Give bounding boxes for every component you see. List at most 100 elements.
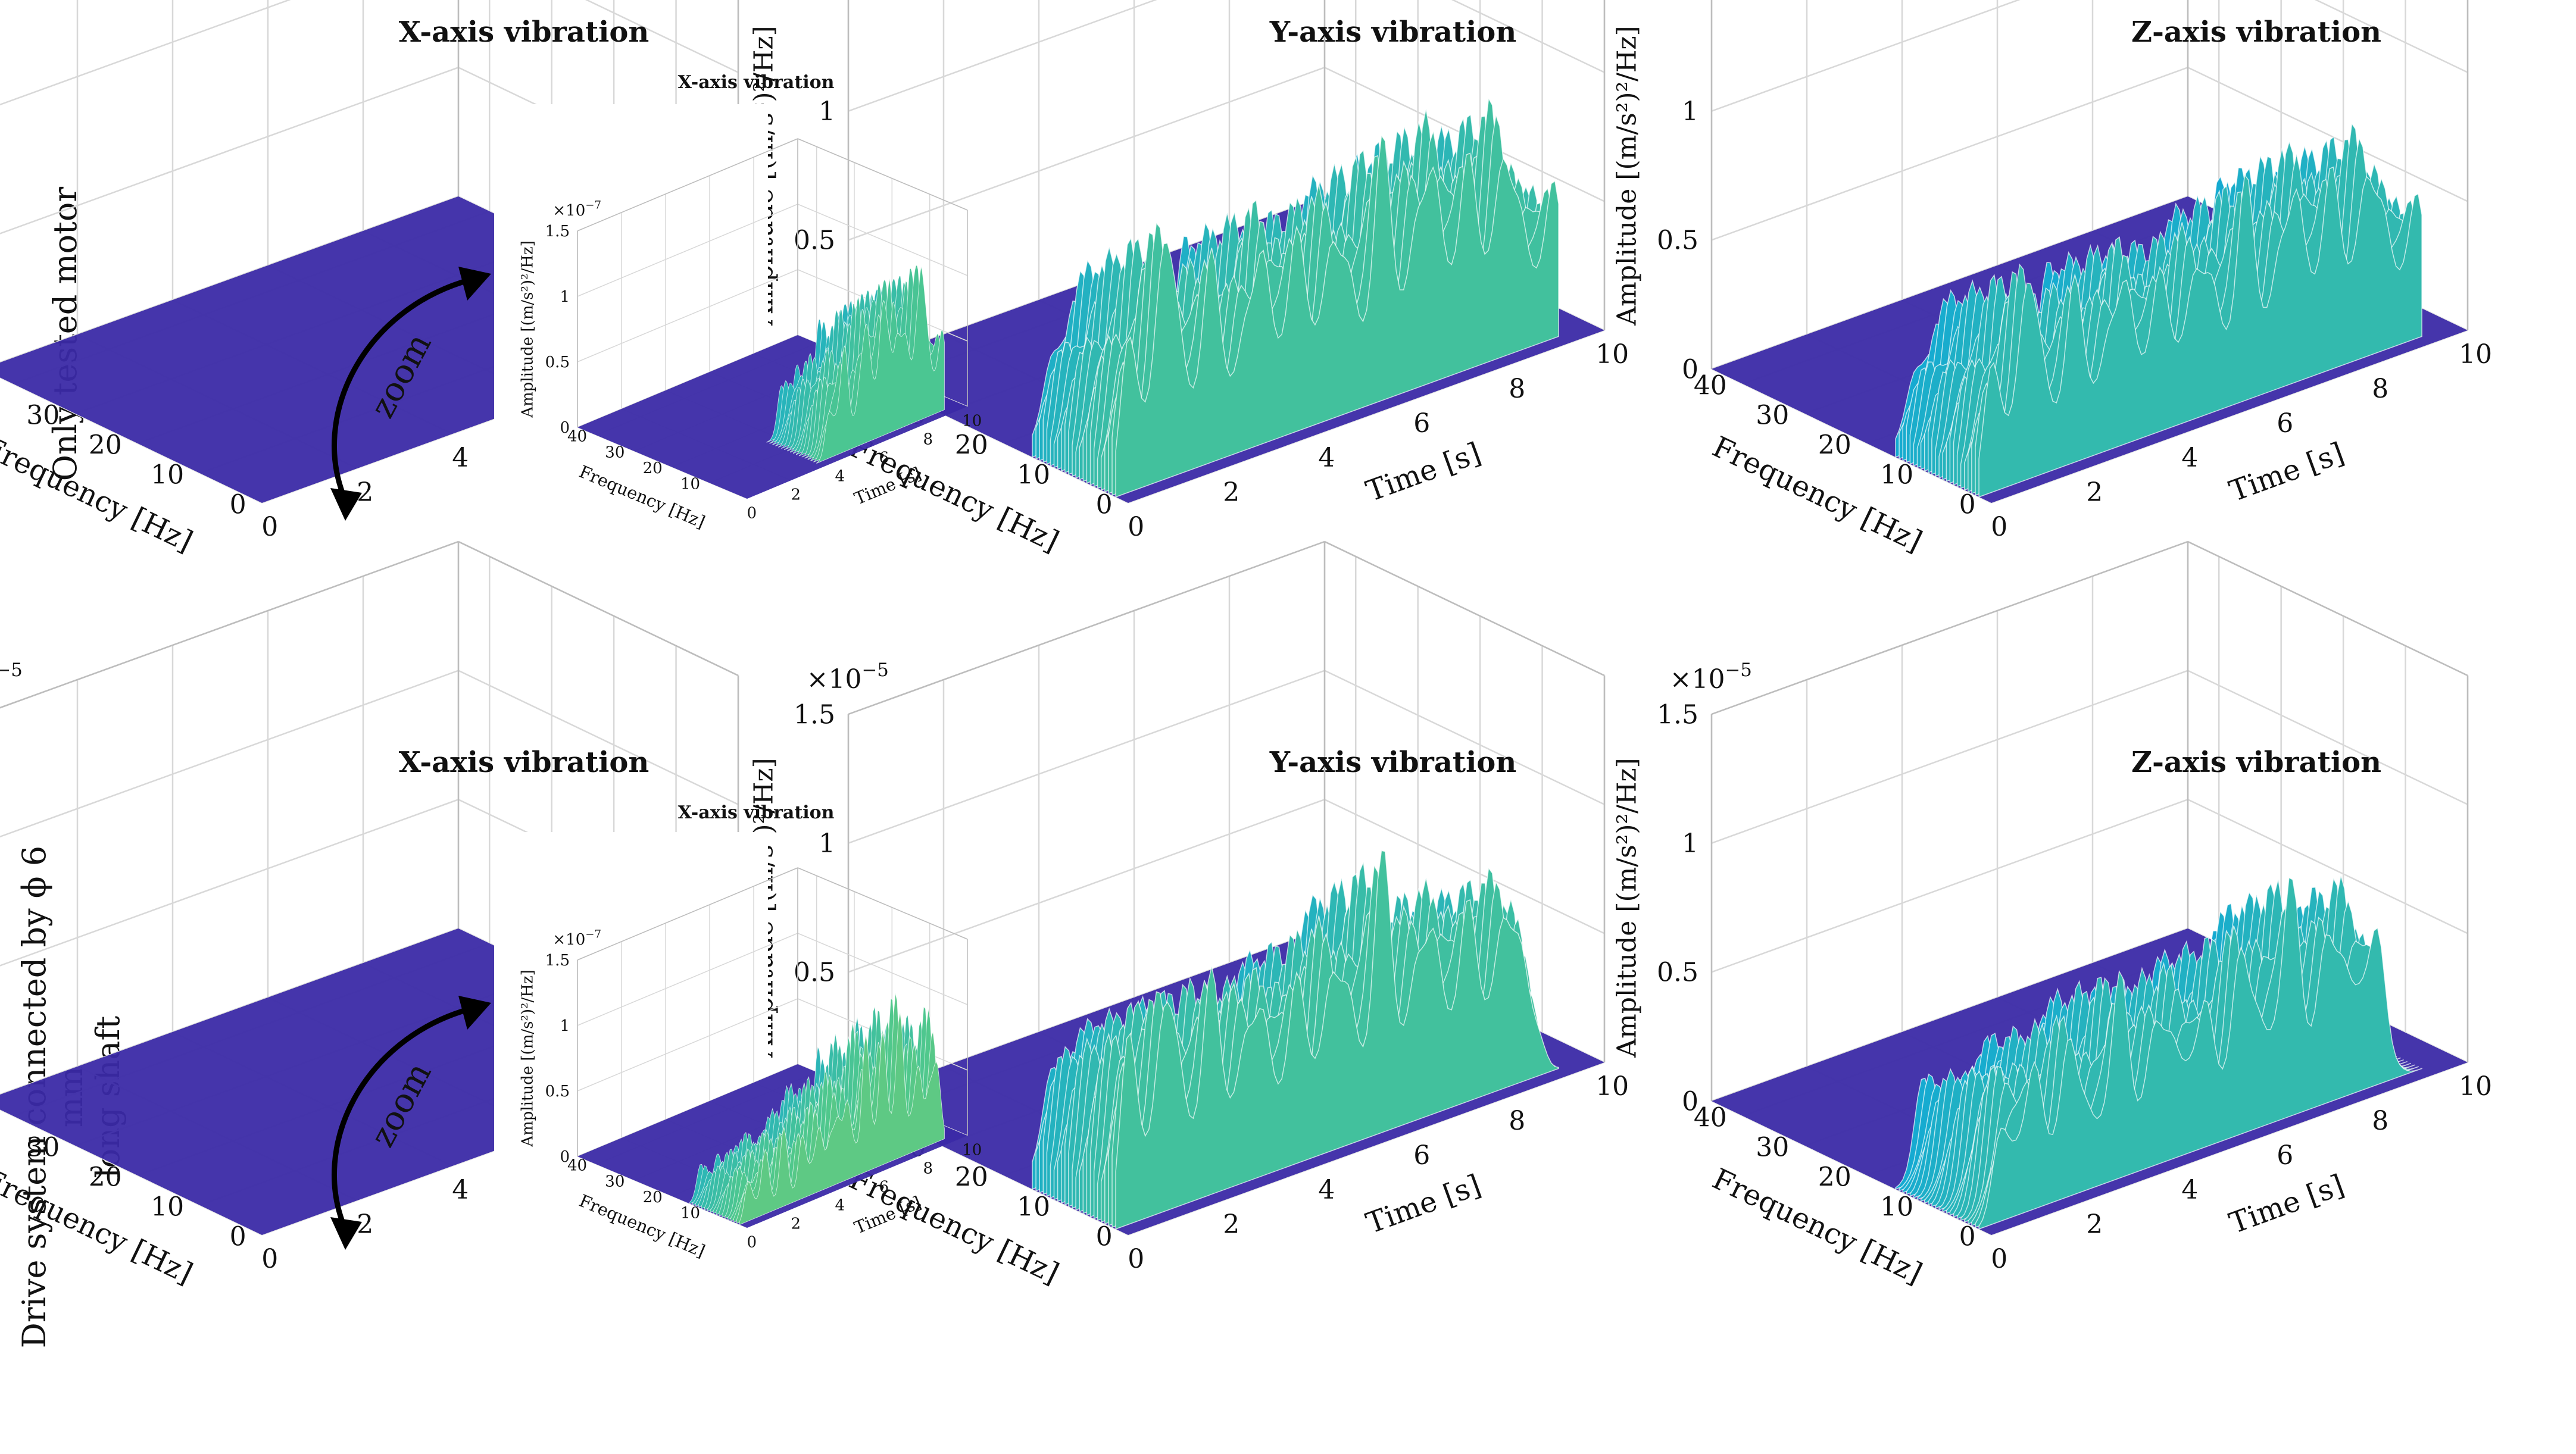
grid-line xyxy=(1711,799,2188,973)
grid-line xyxy=(0,670,459,838)
z-tick-label: 1 xyxy=(1682,828,1698,859)
grid-line xyxy=(848,67,1325,241)
x-tick-label: 8 xyxy=(1509,1106,1525,1136)
z-tick-label: 0 xyxy=(560,1148,570,1166)
y-tick-label: 20 xyxy=(1818,1162,1851,1193)
grid-line xyxy=(0,799,459,967)
z-exponent-label: ×10−5 xyxy=(807,659,889,695)
box-edge xyxy=(1711,540,2188,715)
x-tick-label: 10 xyxy=(1595,1071,1629,1102)
y-tick-label: 40 xyxy=(567,428,587,446)
grid-line xyxy=(1711,67,2188,241)
grid-line xyxy=(0,540,459,709)
z-tick-label: 0.5 xyxy=(545,354,570,371)
y-tick-label: 0 xyxy=(1096,490,1113,520)
y-tick-label: 30 xyxy=(1756,401,1789,431)
z-tick-label: 0.5 xyxy=(545,1083,570,1100)
panel-title: X-axis vibration xyxy=(399,746,650,779)
grid-line xyxy=(2187,67,2468,202)
box-edge xyxy=(577,867,798,961)
box-edge xyxy=(0,540,459,709)
z-tick-label: 0 xyxy=(1682,354,1698,384)
grid-line xyxy=(585,0,739,73)
z-exponent-label: ×10−7 xyxy=(552,199,601,220)
y-tick-label: 0 xyxy=(1096,1222,1113,1252)
box-edge xyxy=(2187,540,2468,677)
surface-slice xyxy=(816,266,945,464)
grid-line xyxy=(577,204,798,297)
y-tick-label: 10 xyxy=(680,476,700,493)
x-tick-label: 4 xyxy=(835,468,845,486)
z-tick-label: 1.5 xyxy=(1657,699,1698,730)
y-tick-label: 40 xyxy=(567,1157,587,1175)
x-tick-label: 0 xyxy=(1991,512,2007,542)
x-tick-label: 0 xyxy=(747,1234,757,1252)
grid-line xyxy=(797,933,968,1005)
z-tick-label: 1.5 xyxy=(794,699,835,730)
grid-line xyxy=(0,0,291,106)
grid-line xyxy=(1711,670,2188,844)
x-tick-label: 8 xyxy=(1509,374,1525,404)
box-edge xyxy=(458,540,739,677)
x-tick-label: 8 xyxy=(923,1160,933,1178)
x-axis-label: Time [s] xyxy=(2225,1168,2348,1240)
panel-title: Z-axis vibration xyxy=(2131,15,2381,49)
x-tick-label: 0 xyxy=(1128,512,1144,542)
y-tick-label: 40 xyxy=(1694,371,1727,401)
z-tick-label: 0.5 xyxy=(1657,226,1698,256)
z-exponent-label: ×10−5 xyxy=(0,659,23,695)
x-tick-label: 6 xyxy=(1413,1140,1430,1171)
box-edge xyxy=(577,138,798,232)
x-tick-label: 6 xyxy=(1413,408,1430,439)
x-tick-label: 10 xyxy=(962,1142,982,1159)
z-tick-label: 0 xyxy=(1682,1086,1698,1117)
grid-line xyxy=(577,933,798,1026)
grid-line xyxy=(848,799,1325,973)
y-tick-label: 0 xyxy=(1959,490,1976,520)
x-tick-label: 0 xyxy=(261,1244,278,1274)
grid-line xyxy=(577,998,798,1092)
z-tick-label: 1 xyxy=(1682,96,1698,127)
x-tick-label: 8 xyxy=(2372,1106,2388,1136)
x-tick-label: 2 xyxy=(791,1215,801,1233)
z-tick-label: 1.5 xyxy=(545,223,570,240)
surface-slice xyxy=(1115,850,1559,1230)
grid-line xyxy=(2187,799,2468,934)
z-exponent-label: ×10−7 xyxy=(552,928,601,949)
surface-slice xyxy=(1978,166,2422,498)
zoom-arrow-head-top xyxy=(458,996,491,1030)
y-tick-label: 20 xyxy=(643,1189,663,1206)
grid-line xyxy=(1451,0,1605,73)
z-tick-label: 1 xyxy=(560,288,570,306)
y-tick-label: 30 xyxy=(26,1133,60,1163)
box-edge xyxy=(797,867,968,940)
box-edge xyxy=(1324,540,1605,677)
x-tick-label: 2 xyxy=(1223,477,1239,508)
zoom-arrow-head-top xyxy=(458,267,491,301)
panel-title: Y-axis vibration xyxy=(1269,15,1516,49)
z-axis-label: Amplitude [(m/s²)²/Hz] xyxy=(1612,758,1642,1058)
x-tick-label: 6 xyxy=(2277,1140,2293,1171)
y-tick-label: 20 xyxy=(643,459,663,477)
x-tick-label: 4 xyxy=(2181,443,2198,473)
x-tick-label: 0 xyxy=(747,505,757,523)
panel-title: Y-axis vibration xyxy=(1269,746,1516,779)
z-tick-label: 1 xyxy=(819,96,835,127)
grid-line xyxy=(2314,0,2468,73)
panel-title: X-axis vibration xyxy=(678,72,835,93)
y-tick-label: 0 xyxy=(230,1222,246,1252)
y-tick-label: 30 xyxy=(1756,1133,1789,1163)
x-tick-label: 0 xyxy=(261,512,278,542)
y-tick-label: 30 xyxy=(605,443,625,461)
y-tick-label: 40 xyxy=(1694,1103,1727,1133)
y-tick-label: 10 xyxy=(1880,1192,1913,1222)
x-tick-label: 2 xyxy=(791,486,801,504)
x-tick-label: 4 xyxy=(452,1175,469,1205)
x-tick-label: 4 xyxy=(452,443,469,473)
zoom-arrow-head-bottom xyxy=(330,488,362,521)
